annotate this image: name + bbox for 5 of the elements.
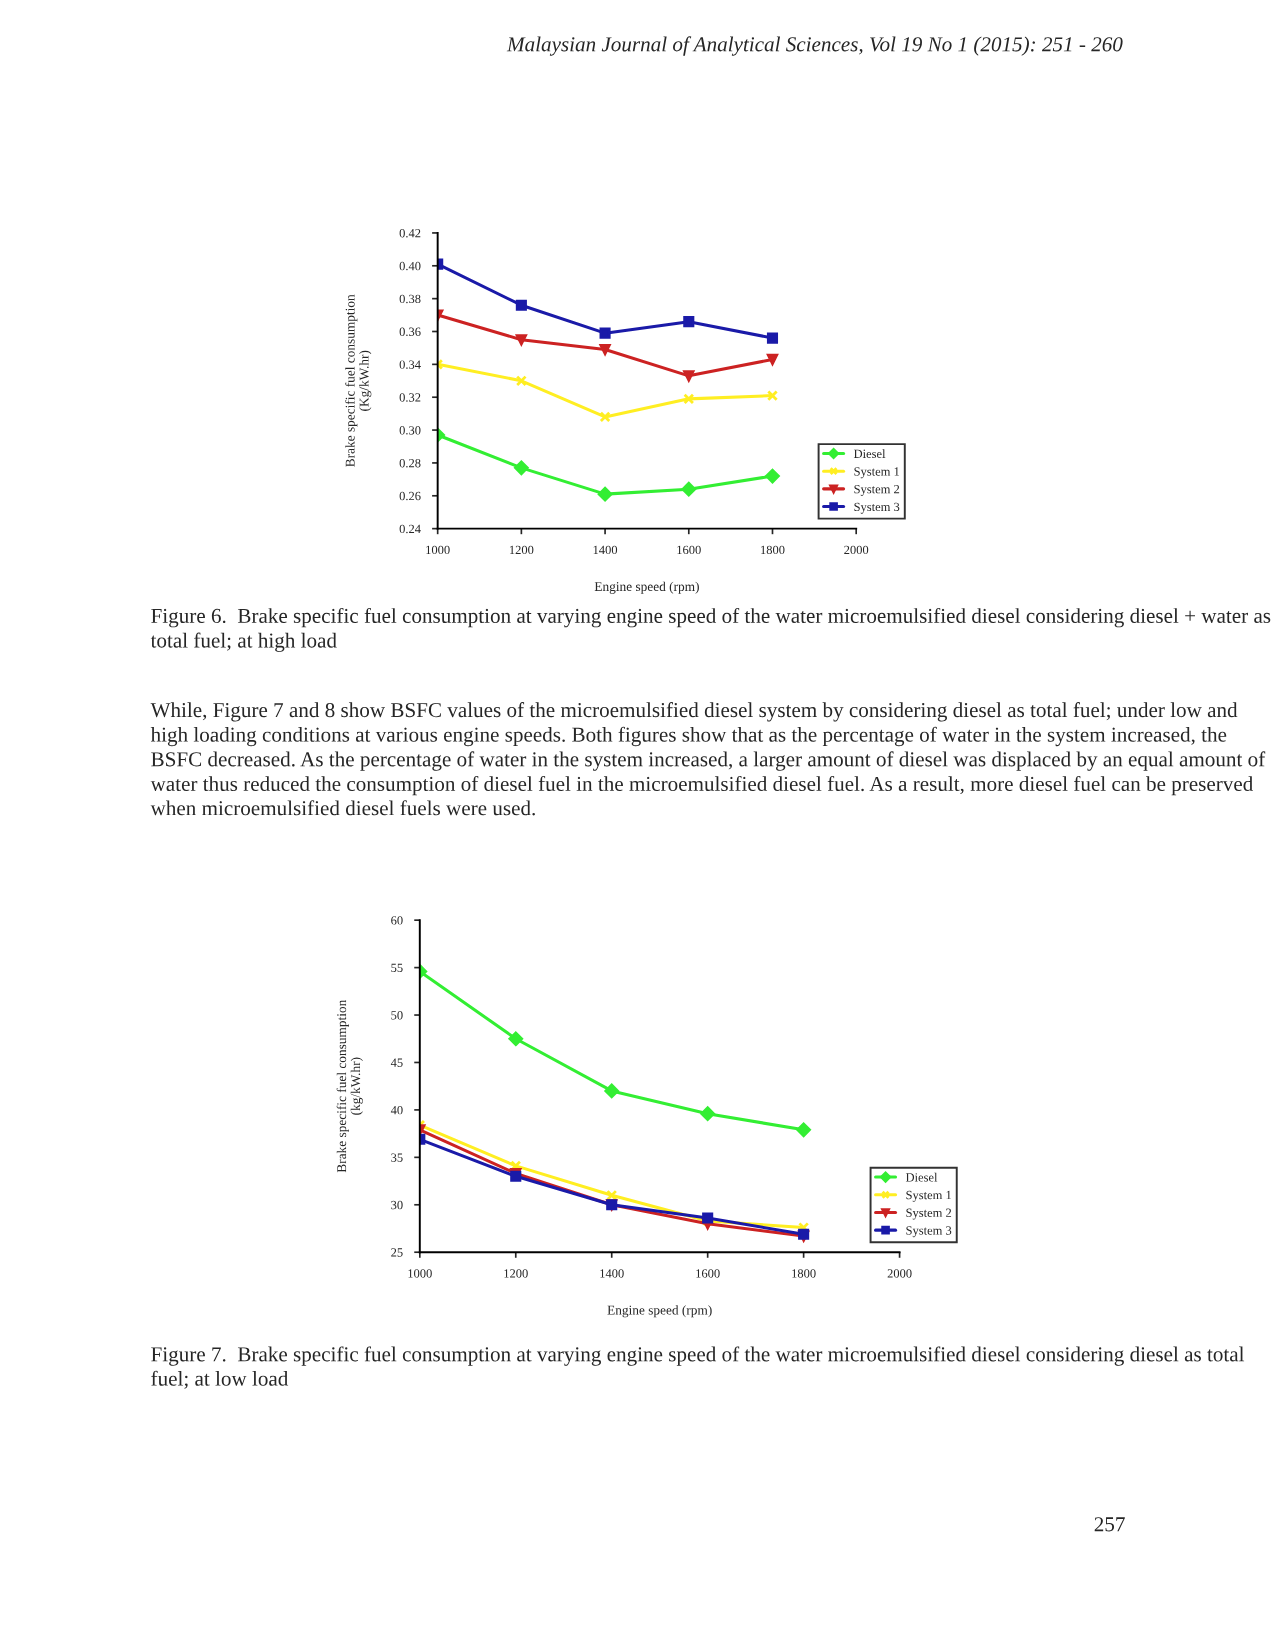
text: 257 xyxy=(1094,1517,1125,1532)
text: Malaysian Journal of Analytical Sciences, Vol 19 No 1 (2015): 251 - 260 xyxy=(506,36,1123,56)
text: While, Figure 7 and 8 show BSFC values of the microemulsified diesel system by considering diesel as total fuel; under low and high loading conditions at various engine speeds. Both figures show that as the percentage of water in the system increased, the BSFC decreased. As the percentage of water in the system increased, a larger amount of diesel was displaced by an equal amount of water thus reduced the consumption of diesel fuel in the microemulsified diesel fuel. As a result, more diesel fuel can be preserved when microemulsified diesel fuels were used. xyxy=(150,702,1266,816)
caption: Figure 6. Brake specific fuel consumption at varying engine speed of the water microemulsified diesel considering diesel + water as total fuel; at high load xyxy=(150,607,1271,652)
caption: Figure 7. Brake specific fuel consumption at varying engine speed of the water microemulsified diesel considering diesel as total fuel; at low load xyxy=(151,1346,1245,1389)
